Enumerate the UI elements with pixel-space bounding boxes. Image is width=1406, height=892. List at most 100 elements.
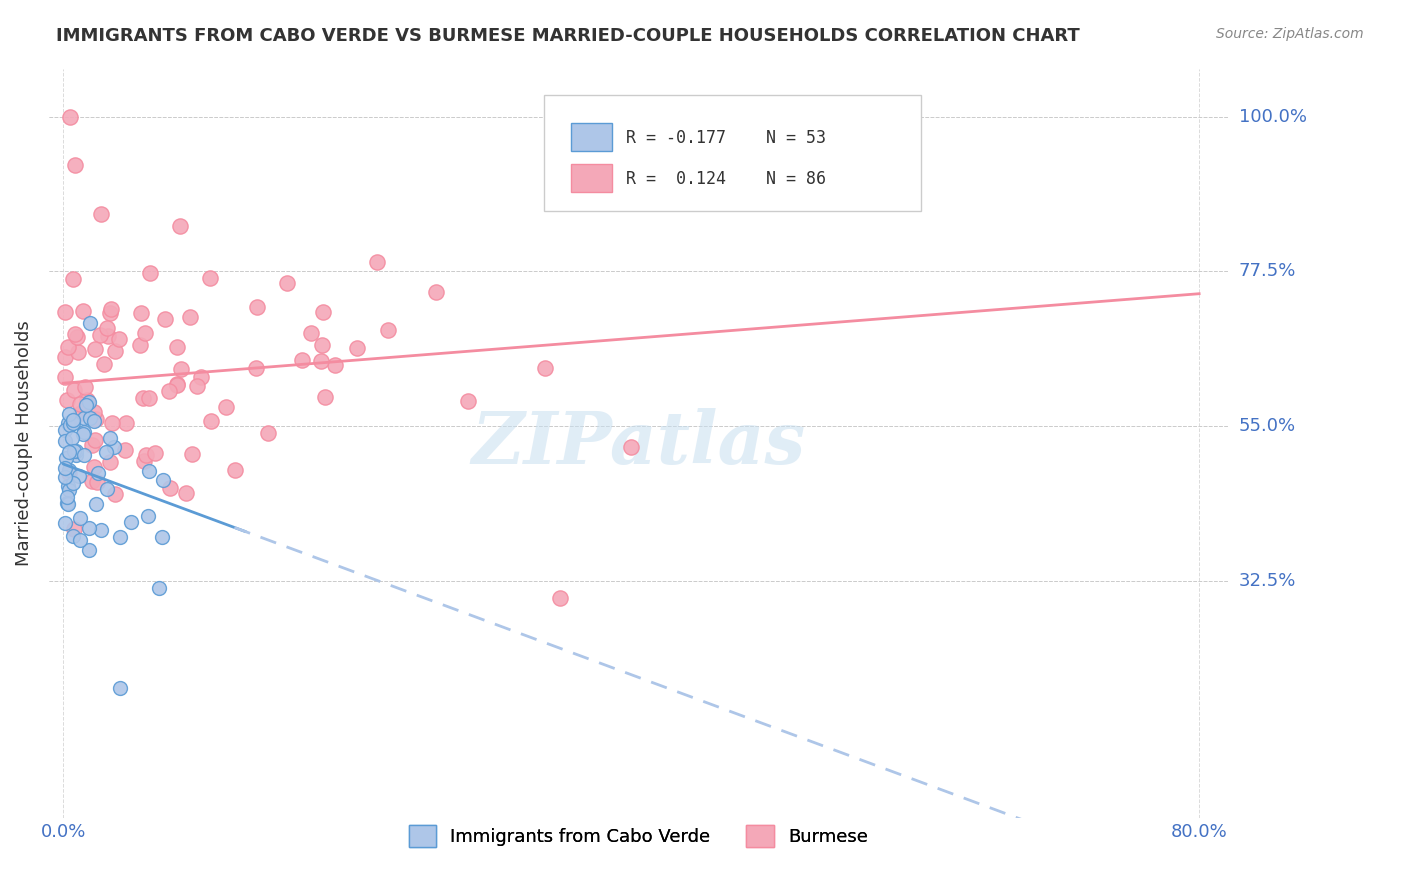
Point [83,343,105,357]
Point [76,393,98,408]
Point [314,390,336,404]
Point [65,444,87,458]
Point [79,410,101,425]
Point [148,582,170,596]
Point [73,425,96,439]
Point [59,110,82,124]
Point [70,406,93,420]
Point [82,438,104,452]
Point [323,358,346,372]
Point [80,474,103,488]
Point [69,397,91,411]
Point [58,466,80,480]
Point [101,417,124,431]
Point [312,305,335,319]
FancyBboxPatch shape [544,95,921,211]
Point [58,483,80,498]
Point [128,338,150,352]
Point [73,379,96,393]
Point [56,496,79,510]
Point [174,485,197,500]
Point [548,591,571,606]
Point [346,341,368,355]
Text: 77.5%: 77.5% [1239,262,1296,280]
Point [59,417,82,432]
Point [103,440,125,454]
Point [186,379,208,393]
Point [53,423,76,437]
Y-axis label: Married-couple Households: Married-couple Households [15,320,32,566]
Point [100,301,122,316]
Point [90,523,112,537]
Point [377,323,399,337]
Point [53,460,76,475]
Point [534,360,557,375]
Point [136,508,159,523]
Point [77,521,100,535]
Point [93,358,115,372]
Point [98,306,121,320]
Point [299,326,322,340]
Point [104,343,127,358]
Point [63,522,86,536]
Point [200,414,222,428]
Point [138,464,160,478]
Point [84,497,107,511]
Point [60,431,83,445]
Point [366,255,388,269]
Text: ZIPatlas: ZIPatlas [471,408,806,479]
Point [159,482,181,496]
Point [166,340,188,354]
Point [246,300,269,314]
Point [107,332,129,346]
Point [53,305,76,319]
Point [108,681,131,695]
Point [72,426,94,441]
Point [143,446,166,460]
Point [103,487,125,501]
Point [620,440,643,454]
Point [152,473,174,487]
Point [65,448,87,462]
Point [115,417,138,431]
Point [135,448,157,462]
Point [72,303,94,318]
Point [53,516,76,530]
Point [56,340,79,354]
Point [131,391,153,405]
Point [53,470,76,484]
Point [166,378,188,392]
Point [96,482,118,496]
Point [83,459,105,474]
Point [75,399,97,413]
Text: 55.0%: 55.0% [1239,417,1296,435]
Point [56,416,79,430]
Point [180,447,202,461]
Point [257,425,280,440]
Point [56,490,79,504]
Point [62,413,84,427]
Point [58,445,80,459]
Point [138,391,160,405]
Point [311,338,333,352]
Point [67,468,90,483]
Point [170,362,193,376]
Point [53,350,76,364]
Point [53,369,76,384]
Point [86,475,108,489]
Point [129,306,152,320]
Point [98,431,121,445]
Point [200,271,222,285]
Point [83,414,105,428]
Point [311,353,333,368]
Point [62,416,84,430]
Text: R =  0.124    N = 86: R = 0.124 N = 86 [627,169,827,187]
FancyBboxPatch shape [571,122,613,151]
Point [62,529,84,543]
Point [94,445,117,459]
Point [90,207,112,221]
Point [56,393,79,408]
Point [63,383,86,397]
Point [58,498,80,512]
Point [134,454,156,468]
